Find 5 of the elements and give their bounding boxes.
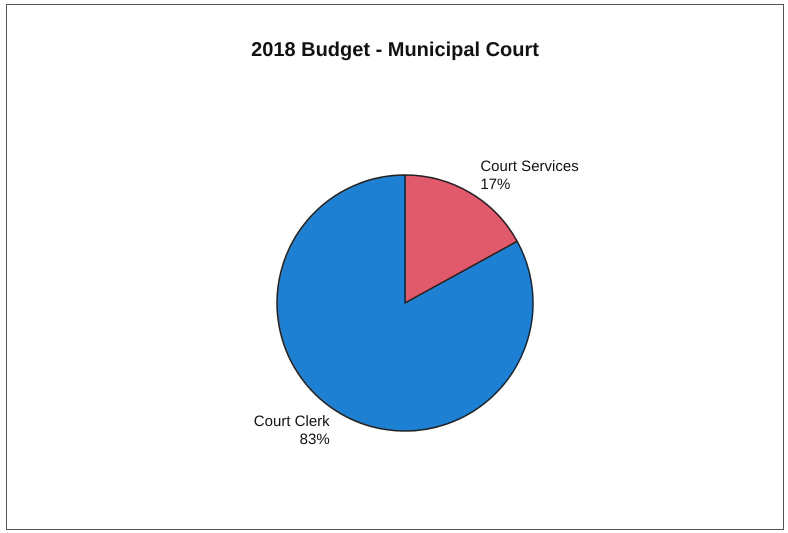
slice-label: Court Services xyxy=(480,158,579,176)
chart-title: 2018 Budget - Municipal Court xyxy=(251,39,540,61)
slice-label: Court Clerk xyxy=(254,412,330,430)
data-label: 17% xyxy=(480,176,510,194)
data-label: 83% xyxy=(300,430,330,448)
